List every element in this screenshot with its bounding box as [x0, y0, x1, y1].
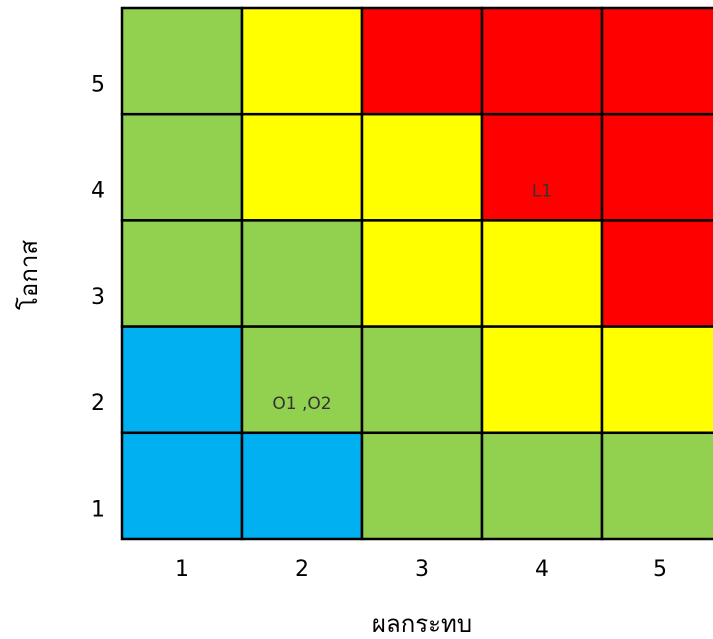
- cell: [480, 6, 604, 116]
- x-tick-label: 3: [415, 557, 429, 582]
- cell: [600, 325, 713, 435]
- cell-label: L1: [532, 182, 552, 202]
- cell: [120, 431, 244, 541]
- cell: [120, 6, 244, 116]
- cell: [360, 6, 484, 116]
- x-tick-label: 5: [653, 557, 667, 582]
- cell: [120, 112, 244, 222]
- y-tick-label: 2: [91, 391, 105, 416]
- x-tick-label: 2: [295, 557, 309, 582]
- y-tick-label: 1: [91, 497, 105, 522]
- y-tick-label: 3: [91, 285, 105, 310]
- cell: [600, 431, 713, 541]
- cell: [240, 112, 364, 222]
- cell: [240, 325, 364, 435]
- cell: [600, 112, 713, 222]
- x-tick-label: 1: [175, 557, 189, 582]
- y-tick-label: 5: [91, 73, 105, 98]
- cell: [240, 6, 364, 116]
- cell: [360, 325, 484, 435]
- y-axis-label: โอกาส: [15, 240, 43, 310]
- y-tick-label: 4: [91, 179, 105, 204]
- cell: [480, 431, 604, 541]
- cell: [240, 431, 364, 541]
- cell: [480, 219, 604, 328]
- cell: [480, 112, 604, 222]
- cell: [600, 6, 713, 116]
- x-axis-label: ผลกระทบ: [372, 610, 472, 638]
- cell: [600, 219, 713, 328]
- cell-label: O1 ,O2: [272, 394, 331, 414]
- cell: [360, 431, 484, 541]
- cell: [120, 219, 244, 328]
- cell: [240, 219, 364, 328]
- x-tick-label: 4: [535, 557, 549, 582]
- cell: [360, 112, 484, 222]
- cell: [480, 325, 604, 435]
- cell: [360, 219, 484, 328]
- cell: [120, 325, 244, 435]
